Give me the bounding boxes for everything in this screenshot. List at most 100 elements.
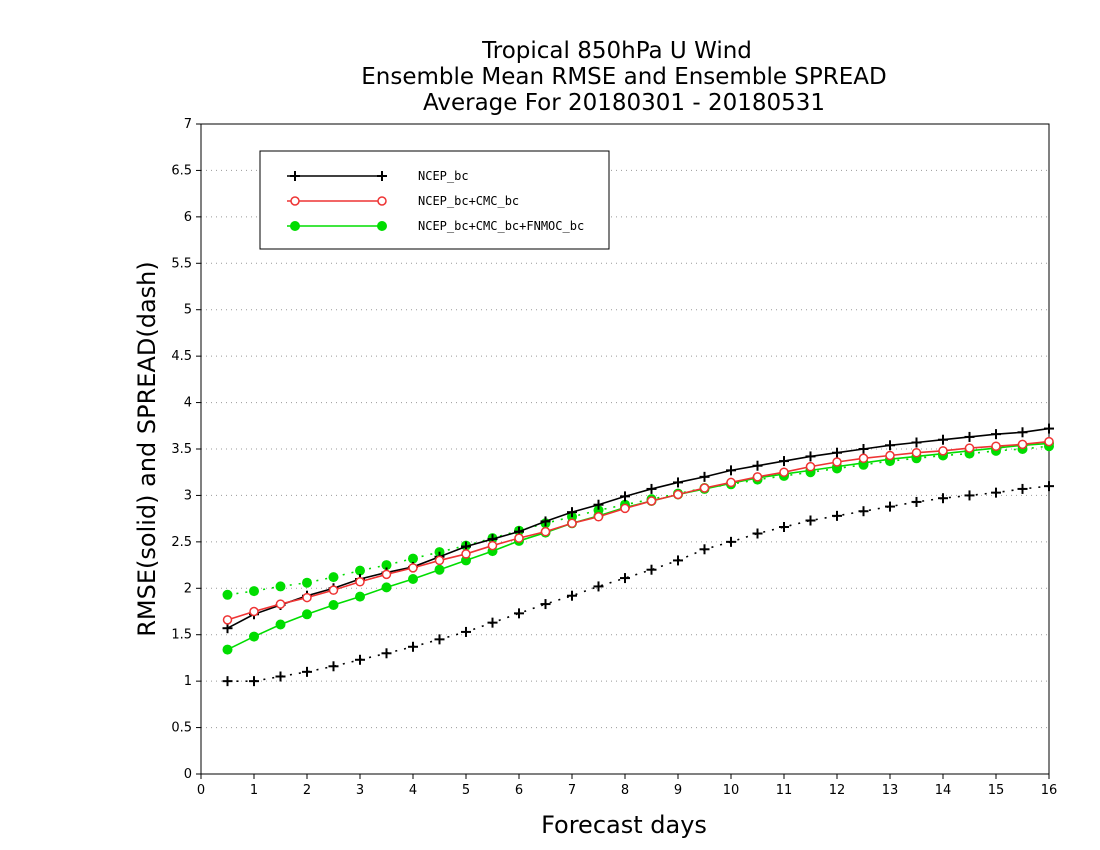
spread-point — [832, 510, 842, 521]
legend-marker — [377, 171, 387, 181]
spread-point — [302, 577, 312, 588]
rmse-point — [249, 631, 259, 642]
x-tick-label: 10 — [723, 783, 740, 798]
rmse-point — [991, 429, 1001, 440]
y-tick-label: 0.5 — [171, 721, 192, 736]
y-tick-label: 4.5 — [171, 349, 192, 364]
rmse-point — [275, 619, 286, 630]
rmse-point — [567, 507, 577, 518]
rmse-point — [355, 591, 365, 602]
rmse-point — [938, 446, 948, 456]
rmse-point — [858, 444, 869, 454]
spread-point — [646, 564, 657, 575]
rmse-point — [646, 496, 657, 506]
rmse-point — [964, 443, 975, 453]
spread-point — [328, 572, 339, 583]
rmse-point — [328, 585, 339, 595]
y-tick-label: 5 — [184, 303, 192, 318]
rmse-point — [911, 437, 922, 448]
x-tick-label: 1 — [250, 783, 258, 798]
spread-point — [408, 641, 418, 652]
spread-point — [355, 654, 365, 665]
rmse-point — [514, 533, 524, 543]
y-tick-label: 2.5 — [171, 535, 192, 550]
spread-point — [381, 560, 392, 571]
rmse-point — [381, 582, 392, 593]
spread-point — [752, 528, 763, 539]
legend-item: NCEP_bc+CMC_bc — [287, 194, 519, 208]
spread-point — [620, 573, 630, 584]
spread-point — [275, 581, 286, 592]
rmse-point — [673, 477, 683, 488]
spread-point — [779, 522, 789, 532]
rmse-point — [832, 457, 842, 467]
rmse-point — [858, 453, 869, 464]
spread-point — [858, 506, 869, 517]
rmse-point — [1017, 427, 1028, 438]
rmse-point — [222, 615, 233, 625]
rmse-point — [487, 540, 498, 551]
y-tick-label: 6 — [184, 210, 192, 225]
series-NCEP_bc+CMC_bc+FNMOC_bc — [222, 438, 1054, 655]
rmse-point — [434, 564, 445, 575]
spread-point — [355, 565, 365, 576]
rmse-point — [620, 503, 630, 514]
rmse-point — [673, 489, 683, 500]
chart-title: Tropical 850hPa U Wind Ensemble Mean RMS… — [361, 38, 886, 116]
spread-point — [911, 496, 922, 507]
rmse-point — [779, 456, 789, 467]
y-tick-label: 0 — [184, 767, 192, 782]
legend: NCEP_bc NCEP_bc+CMC_bc NCEP_bc+CMC_bc+FNMO… — [259, 150, 610, 250]
x-tick-label: 9 — [674, 783, 682, 798]
rmse-line — [227, 442, 1050, 651]
y-tick-label: 3 — [184, 488, 192, 503]
y-tick-label: 3.5 — [171, 442, 192, 457]
spread-point — [275, 671, 286, 682]
rmse-point — [593, 499, 604, 510]
legend-marker — [290, 171, 300, 181]
x-tick-label: 16 — [1041, 783, 1058, 798]
x-tick-label: 11 — [776, 783, 793, 798]
rmse-point — [964, 431, 975, 442]
rmse-point — [249, 606, 259, 617]
rmse-point — [540, 516, 551, 527]
y-tick-label: 1 — [184, 674, 192, 689]
spread-point — [673, 555, 683, 566]
x-tick-label: 8 — [621, 783, 629, 798]
rmse-line — [227, 427, 1050, 629]
rmse-point — [726, 477, 736, 488]
spread-line — [227, 445, 1050, 596]
spread-point — [885, 501, 895, 512]
rmse-point — [1044, 436, 1054, 447]
spread-point — [249, 676, 259, 687]
rmse-point — [620, 491, 630, 502]
rmse-point — [408, 574, 418, 584]
title-line-2: Ensemble Mean RMSE and Ensemble SPREAD — [361, 64, 886, 90]
rmse-point — [805, 451, 816, 462]
rmse-point — [461, 549, 471, 559]
rmse-point — [885, 450, 895, 461]
rmse-point — [540, 526, 551, 537]
rmse-point — [832, 447, 842, 458]
x-tick-label: 7 — [568, 783, 576, 798]
spread-point — [249, 586, 259, 597]
y-tick-label: 2 — [184, 581, 192, 596]
grid-lines — [201, 169, 1049, 729]
spread-point — [222, 589, 233, 600]
spread-point — [567, 590, 577, 601]
legend-label: NCEP_bc — [418, 169, 469, 183]
spread-point — [302, 666, 312, 677]
spread-point — [726, 536, 736, 547]
spread-point — [461, 626, 471, 637]
rmse-point — [1044, 423, 1054, 434]
spread-line — [227, 485, 1050, 682]
rmse-point — [752, 472, 763, 482]
rmse-point — [275, 599, 286, 609]
x-tick-label: 14 — [935, 783, 952, 798]
spread-point — [699, 544, 710, 555]
spread-point — [1017, 483, 1028, 494]
legend-items: NCEP_bc NCEP_bc+CMC_bc NCEP_bc+CMC_bc+FNMO… — [287, 169, 584, 233]
x-tick-label: 2 — [303, 783, 311, 798]
x-tick-label: 0 — [197, 783, 205, 798]
rmse-point — [302, 592, 312, 603]
